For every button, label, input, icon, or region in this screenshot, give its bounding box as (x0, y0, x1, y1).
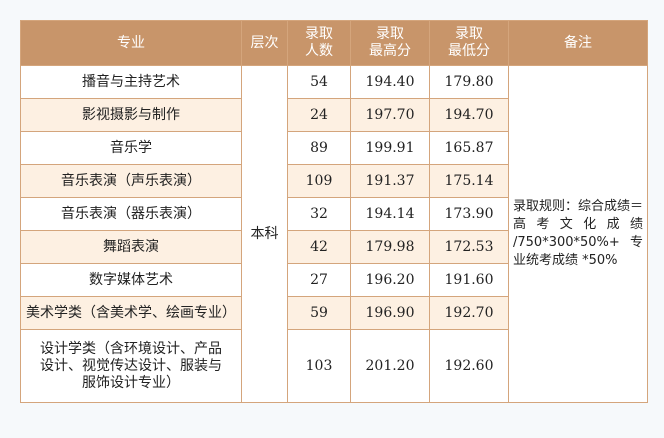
cell-count: 59 (287, 296, 351, 330)
cell-major: 音乐学 (20, 131, 242, 165)
cell-max: 191.37 (350, 164, 430, 198)
header-major: 专业 (20, 20, 242, 66)
cell-major: 音乐表演（声乐表演） (20, 164, 242, 198)
cell-max: 179.98 (350, 230, 430, 264)
table-row: 音乐学 89 199.91 165.87 (20, 131, 648, 165)
table-row: 设计学类（含环境设计、产品设计、视觉传达设计、服装与服饰设计专业） 103 201.… (20, 329, 648, 403)
cell-major: 数字媒体艺术 (20, 263, 242, 297)
cell-major: 影视摄影与制作 (20, 98, 242, 132)
admission-table: 专业 层次 录取 人数 录取 最高分 录取 最低分 备注 播音与主持艺术 本科 54 194… (20, 20, 648, 403)
cell-count: 109 (287, 164, 351, 198)
cell-max: 196.20 (350, 263, 430, 297)
cell-max: 197.70 (350, 98, 430, 132)
cell-major: 舞蹈表演 (20, 230, 242, 264)
cell-major: 音乐表演（器乐表演） (20, 197, 242, 231)
cell-count: 24 (287, 98, 351, 132)
cell-min: 191.60 (429, 263, 509, 297)
cell-major: 播音与主持艺术 (20, 65, 242, 99)
cell-major: 设计学类（含环境设计、产品设计、视觉传达设计、服装与服饰设计专业） (20, 329, 242, 403)
cell-count: 32 (287, 197, 351, 231)
cell-count: 42 (287, 230, 351, 264)
cell-count: 54 (287, 65, 351, 99)
table-row: 播音与主持艺术 本科 54 194.40 179.80 录取规则：综合成绩＝高考文化成绩 … (20, 65, 648, 403)
cell-min: 179.80 (429, 65, 509, 99)
cell-count: 103 (287, 329, 351, 403)
cell-count: 89 (287, 131, 351, 165)
cell-min: 175.14 (429, 164, 509, 198)
cell-max: 196.90 (350, 296, 430, 330)
cell-min: 192.60 (429, 329, 509, 403)
header-max: 录取 最高分 (350, 20, 430, 66)
header-note: 备注 (508, 20, 648, 66)
cell-min: 172.53 (429, 230, 509, 264)
cell-major: 美术学类（含美术学、绘画专业） (20, 296, 242, 330)
cell-max: 194.40 (350, 65, 430, 99)
cell-level: 本科 (241, 65, 288, 403)
header-count: 录取 人数 (287, 20, 351, 66)
cell-min: 192.70 (429, 296, 509, 330)
cell-note: 录取规则：综合成绩＝高考文化成绩 /750*300*50%+专业统考成绩 *50… (508, 65, 648, 403)
table-row: 数字媒体艺术 27 196.20 191.60 (20, 263, 648, 297)
header-level: 层次 (241, 20, 288, 66)
table-row: 影视摄影与制作 24 197.70 194.70 (20, 98, 648, 132)
cell-min: 173.90 (429, 197, 509, 231)
cell-max: 194.14 (350, 197, 430, 231)
cell-max: 199.91 (350, 131, 430, 165)
table-row: 音乐表演（器乐表演） 32 194.14 173.90 (20, 197, 648, 231)
table-row: 美术学类（含美术学、绘画专业） 59 196.90 192.70 (20, 296, 648, 330)
cell-count: 27 (287, 263, 351, 297)
cell-max: 201.20 (350, 329, 430, 403)
header-row: 专业 层次 录取 人数 录取 最高分 录取 最低分 备注 (20, 20, 648, 66)
table-row: 音乐表演（声乐表演） 109 191.37 175.14 (20, 164, 648, 198)
cell-min: 165.87 (429, 131, 509, 165)
cell-min: 194.70 (429, 98, 509, 132)
header-min: 录取 最低分 (429, 20, 509, 66)
